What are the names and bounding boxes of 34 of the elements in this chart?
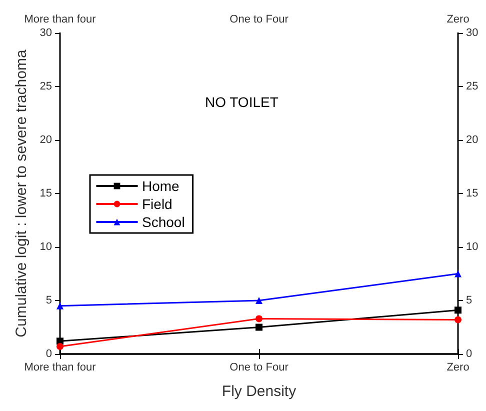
legend-label: Home	[142, 178, 180, 194]
point	[454, 270, 462, 278]
y2-tick-label: 20	[466, 134, 478, 146]
annotation: NO TOILET	[205, 94, 279, 110]
category-label: One to Four	[230, 14, 288, 26]
y-tick-label: 20	[40, 134, 52, 146]
x-tick-label: One to Four	[230, 362, 289, 374]
y-tick-label: 5	[46, 294, 52, 306]
y2-tick-label: 5	[466, 294, 472, 306]
y-tick-label: 25	[40, 80, 52, 92]
x-tick-label: More than four	[24, 362, 96, 374]
x-axis-title: Fly Density	[222, 383, 297, 400]
legend-label: School	[142, 214, 185, 230]
y2-tick-label: 30	[466, 27, 478, 39]
category-label: More than four	[24, 14, 96, 26]
point	[454, 306, 462, 314]
x-tick-label: Zero	[446, 362, 470, 374]
point	[256, 315, 262, 322]
y-tick-label: 30	[40, 27, 52, 39]
y2-tick-label: 15	[466, 188, 478, 200]
y2-tick-label: 0	[466, 348, 472, 360]
point	[56, 302, 64, 310]
y-tick-label: 15	[40, 188, 52, 200]
y2-tick-label: 10	[466, 241, 478, 253]
y-tick-label: 10	[40, 241, 52, 253]
legend-label: Field	[142, 196, 172, 212]
point	[56, 343, 64, 350]
point	[454, 316, 462, 324]
point	[256, 324, 262, 331]
y2-tick-label: 25	[466, 80, 478, 92]
y-tick-label: 0	[46, 348, 52, 360]
y-axis-title: Cumulative logit : lower to severe trachoma	[12, 49, 30, 338]
point	[256, 297, 262, 304]
category-label: Zero	[446, 14, 470, 26]
